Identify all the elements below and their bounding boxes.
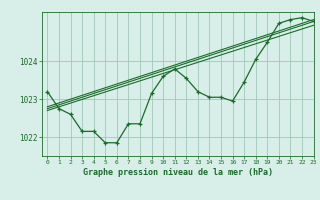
X-axis label: Graphe pression niveau de la mer (hPa): Graphe pression niveau de la mer (hPa) bbox=[83, 168, 273, 177]
